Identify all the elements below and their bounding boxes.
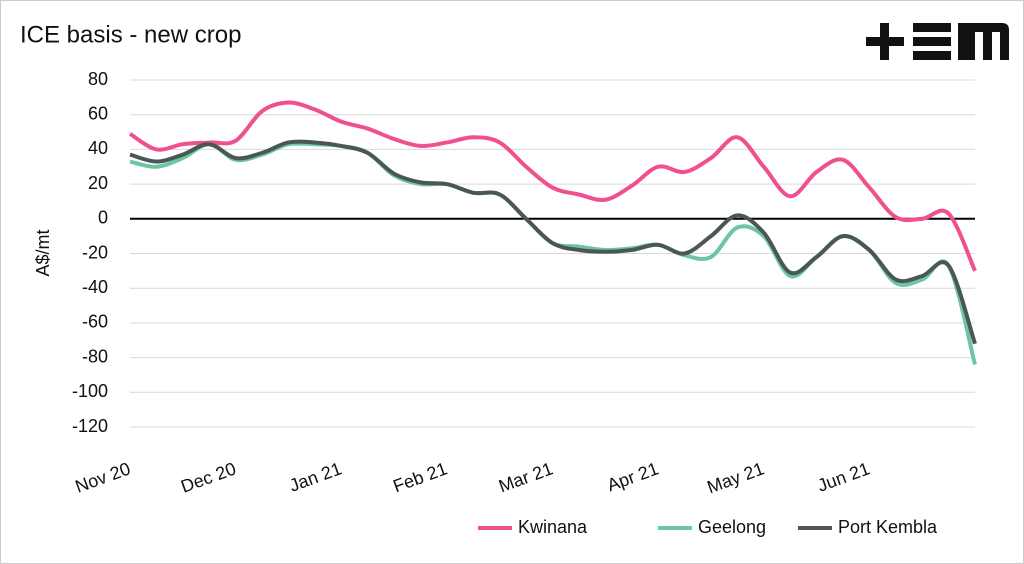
y-tick-label: 0 <box>98 208 108 228</box>
y-tick-label: -40 <box>82 277 108 297</box>
y-tick-label: 80 <box>88 69 108 89</box>
y-tick-label: 60 <box>88 103 108 123</box>
y-tick-label: -100 <box>72 381 108 401</box>
series-line <box>129 139 977 345</box>
legend-label: Kwinana <box>518 517 588 537</box>
y-axis-label: A$/mt <box>33 229 53 276</box>
y-tick-label: -20 <box>82 242 108 262</box>
legend-label: Port Kembla <box>838 517 938 537</box>
y-tick-label: -120 <box>72 416 108 436</box>
y-tick-label: 20 <box>88 173 108 193</box>
chart-title: ICE basis - new crop <box>20 21 241 48</box>
y-tick-label: -80 <box>82 346 108 366</box>
y-tick-label: 40 <box>88 138 108 158</box>
logo <box>866 23 1009 60</box>
series-line <box>128 100 977 272</box>
legend-label: Geelong <box>698 517 766 537</box>
y-tick-label: -60 <box>82 312 108 332</box>
